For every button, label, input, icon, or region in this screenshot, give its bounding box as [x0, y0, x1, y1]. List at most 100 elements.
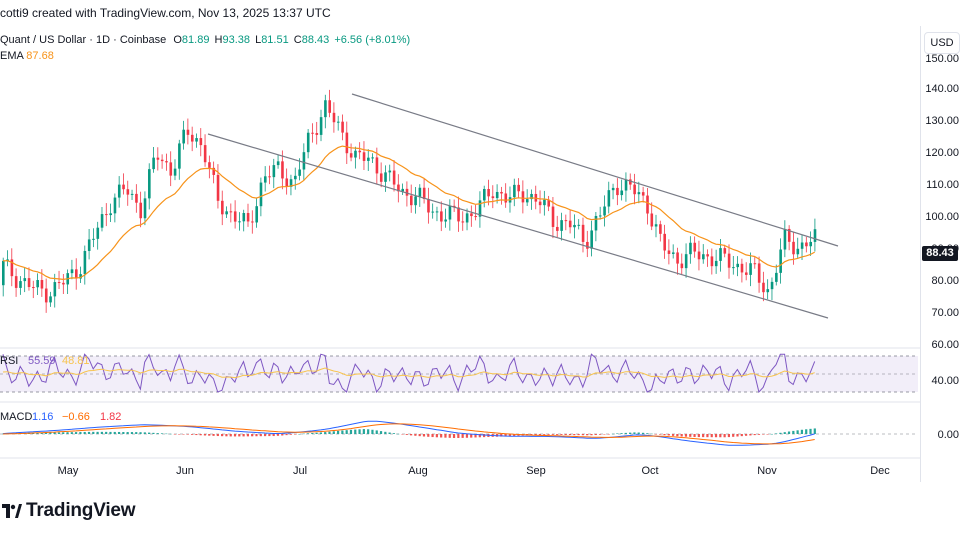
macd-hist-bar	[693, 434, 696, 437]
macd-hist-bar	[800, 429, 804, 434]
price-tick-70: 70.00	[931, 307, 959, 319]
macd-hist-bar	[766, 434, 769, 435]
macd-hist-bar	[654, 434, 657, 435]
candle-body	[495, 191, 499, 199]
candle-body	[766, 289, 770, 293]
candle-body	[341, 121, 344, 133]
macd-hist-bar	[697, 434, 700, 438]
macd-axis-label: 0.00	[938, 429, 959, 441]
macd-hist-bar	[770, 433, 773, 435]
macd-hist-bar	[603, 434, 606, 435]
candle-body	[281, 161, 284, 179]
macd-hist-bar	[53, 432, 56, 434]
last-price-badge: 88.43	[922, 246, 958, 261]
candle-body	[156, 157, 160, 160]
ema-legend[interactable]: EMA 87.68	[0, 50, 54, 62]
macd-hist-bar	[586, 434, 589, 436]
candle-body	[470, 213, 473, 217]
candle-body	[397, 184, 400, 192]
candle-body	[105, 214, 108, 216]
macd-hist-bar	[371, 429, 374, 434]
macd-hist-bar	[272, 434, 275, 437]
candle-body	[710, 256, 714, 267]
brand-name: TradingView	[26, 500, 136, 521]
ema-value: 87.68	[26, 50, 54, 62]
candle-body	[371, 157, 374, 159]
candle-body	[367, 157, 370, 161]
candle-body	[427, 198, 430, 213]
candles-layer	[2, 89, 817, 313]
macd-hist-bar	[199, 434, 202, 436]
candle-body	[19, 281, 22, 288]
candle-body	[487, 188, 490, 197]
candle-body	[422, 187, 426, 199]
candle-body	[560, 220, 563, 231]
macd-hist-bar	[148, 432, 151, 434]
macd-hist-bar	[538, 434, 542, 436]
candle-body	[336, 121, 340, 123]
candle-body	[148, 169, 151, 199]
candle-body	[126, 189, 130, 195]
candle-body	[792, 241, 795, 255]
time-tick-oct: Oct	[641, 465, 658, 477]
candle-body	[388, 170, 392, 173]
candle-body	[169, 162, 173, 176]
candle-body	[633, 184, 636, 195]
macd-hist-bar	[233, 434, 237, 437]
macd-hist-bar	[336, 430, 340, 434]
close-value: 88.43	[301, 34, 330, 46]
candle-body	[165, 161, 168, 163]
macd-hist-bar	[203, 434, 207, 436]
candle-body	[173, 168, 177, 176]
macd-hist-bar	[431, 434, 434, 438]
candle-body	[100, 214, 104, 228]
candle-body	[491, 196, 495, 199]
macd-hist-bar	[787, 431, 791, 434]
price-axis[interactable]: 150.00 140.00 130.00 120.00 110.00 100.0…	[920, 26, 960, 482]
candle-body	[379, 173, 383, 182]
macd-hist-bar	[710, 434, 713, 438]
candle-body	[410, 195, 413, 206]
macd-hist-bar	[779, 432, 782, 434]
macd-hist-bar	[285, 434, 288, 436]
macd-hist-bar	[594, 434, 597, 436]
open-value: 81.89	[181, 34, 210, 46]
price-tick-140: 140.00	[925, 83, 959, 95]
candle-body	[311, 132, 314, 134]
candle-body	[53, 282, 57, 297]
symbol-legend[interactable]: Quant / US Dollar · 1D · Coinbase O81.89…	[0, 34, 410, 46]
candle-body	[302, 152, 306, 170]
price-chart[interactable]: May Jun Jul Aug Sep Oct Nov Dec RSI 55.5…	[0, 26, 920, 482]
macd-hist-bar	[740, 434, 743, 437]
currency-button[interactable]: USD	[924, 32, 960, 54]
candle-body	[775, 272, 778, 282]
macd-hist-bar	[92, 431, 95, 434]
macd-hist-bar	[560, 434, 563, 435]
macd-hist-bar	[57, 432, 61, 434]
change-value: +6.56 (+8.01%)	[334, 34, 411, 46]
time-tick-jun: Jun	[176, 465, 194, 477]
candle-body	[577, 224, 581, 226]
candle-body	[324, 100, 327, 118]
macd-hist-bar	[79, 432, 82, 434]
macd-hist-bar	[294, 434, 297, 435]
macd-hist-bar	[87, 431, 91, 434]
candle-body	[238, 221, 241, 223]
high-label: H	[214, 34, 223, 46]
candle-body	[268, 176, 271, 178]
candle-body	[92, 238, 95, 240]
candle-body	[435, 211, 439, 213]
candle-body	[87, 239, 91, 251]
macd-hist-bar	[667, 434, 670, 436]
macd-hist-bar	[49, 432, 52, 434]
rsi-ma-line	[2, 367, 815, 379]
macd-hist-bar	[465, 434, 469, 438]
macd-hist-bar	[448, 434, 451, 438]
macd-hist-bar	[414, 434, 417, 436]
macd-hist-bar	[418, 434, 421, 437]
open-label: O	[173, 34, 182, 46]
candle-body	[272, 165, 276, 178]
candle-body	[298, 169, 301, 176]
rsi-axis-label: 40.00	[931, 375, 959, 387]
candle-body	[362, 152, 366, 161]
